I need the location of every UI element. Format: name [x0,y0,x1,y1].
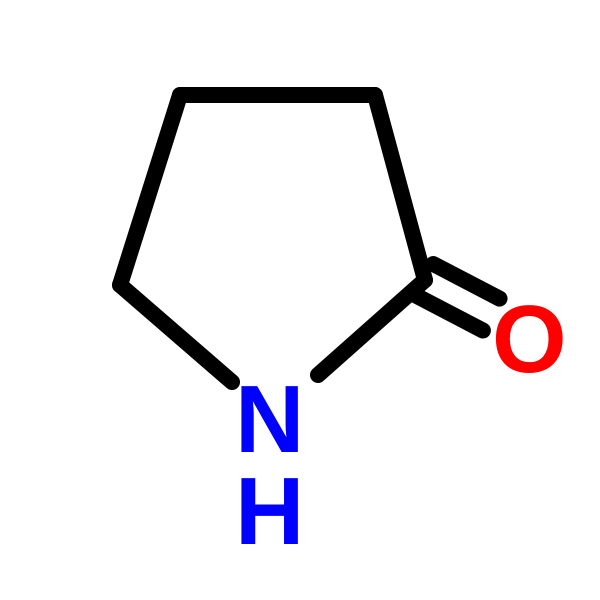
hydrogen-symbol: H [235,458,304,565]
nitrogen-symbol: N [235,366,304,473]
molecule-canvas: N H O [0,0,600,600]
oxygen-atom-label: O [492,292,567,388]
oxygen-symbol: O [492,286,567,393]
hydrogen-atom-label: H [235,464,304,560]
nitrogen-atom-label: N [235,372,304,468]
